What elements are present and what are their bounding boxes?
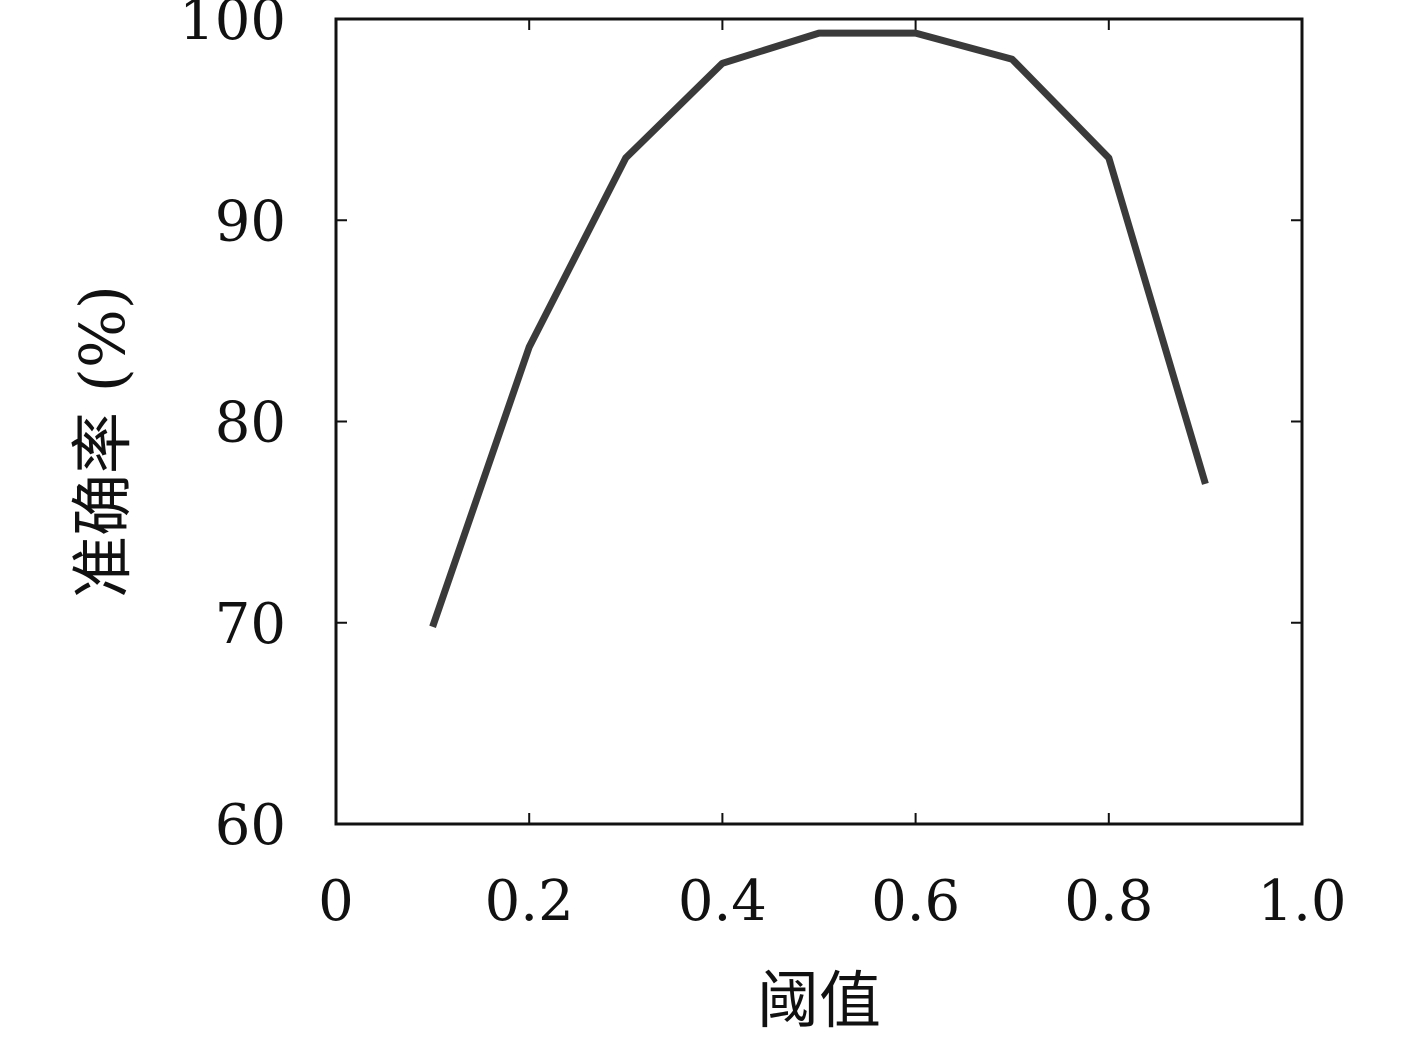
tick-marks (335, 18, 1303, 825)
x-tick-label: 0.6 (871, 869, 960, 934)
x-axis-title: 阈值 (757, 964, 881, 1037)
y-tick-label: 100 (179, 0, 286, 53)
x-tick-labels: 0 0.2 0.4 0.6 0.8 1.0 (318, 869, 1346, 934)
y-tick-label: 90 (215, 189, 286, 254)
y-tick-label: 80 (215, 391, 286, 456)
x-tick-label: 1.0 (1257, 869, 1346, 934)
series-layer (429, 29, 1209, 628)
y-axis-title: 准确率 (%) (66, 285, 139, 598)
x-tick-label: 0.4 (678, 869, 767, 934)
y-tick-label: 70 (215, 592, 286, 657)
plot-frame (334, 17, 1304, 826)
series-line-0 (429, 29, 1209, 628)
x-tick-label: 0 (318, 869, 354, 934)
y-tick-label: 60 (215, 793, 286, 858)
y-tick-labels: 60 70 80 90 100 (179, 0, 286, 858)
x-tick-label: 0.8 (1064, 869, 1153, 934)
x-tick-label: 0.2 (485, 869, 574, 934)
